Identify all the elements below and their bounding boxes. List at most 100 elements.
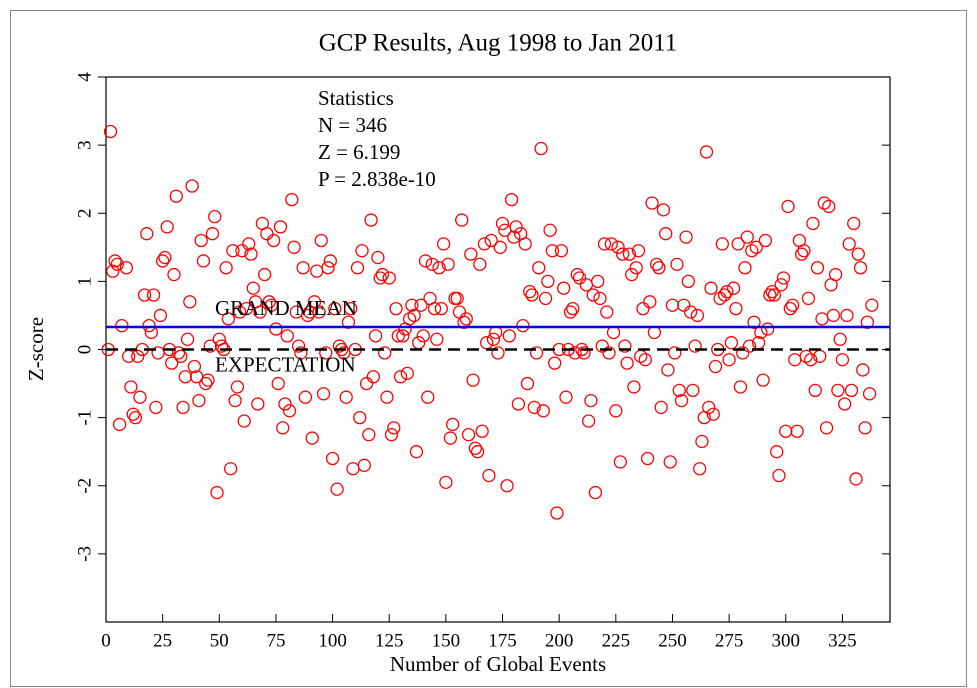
data-point bbox=[529, 346, 544, 360]
data-point bbox=[858, 421, 872, 435]
data-point bbox=[418, 254, 433, 268]
x-tick-label: 150 bbox=[432, 630, 461, 651]
data-point bbox=[681, 274, 695, 289]
data-point bbox=[257, 267, 272, 282]
data-point bbox=[615, 247, 630, 261]
x-tick-label: 275 bbox=[715, 630, 744, 651]
data-point bbox=[446, 417, 460, 432]
data-point bbox=[375, 267, 390, 282]
data-point bbox=[470, 445, 485, 459]
data-point bbox=[280, 329, 294, 343]
data-point bbox=[690, 308, 705, 323]
data-point bbox=[622, 247, 637, 261]
data-point bbox=[219, 261, 233, 275]
data-point bbox=[391, 329, 405, 343]
data-point bbox=[523, 284, 537, 299]
data-point bbox=[443, 431, 458, 445]
data-point bbox=[226, 244, 240, 258]
data-point bbox=[251, 397, 265, 411]
data-point bbox=[325, 451, 340, 466]
stat-line: P = 2.838e-10 bbox=[318, 167, 436, 191]
data-point bbox=[103, 124, 118, 139]
data-point bbox=[387, 421, 401, 435]
data-point bbox=[137, 288, 152, 302]
data-point bbox=[323, 254, 337, 268]
data-point bbox=[482, 468, 496, 483]
data-point bbox=[686, 383, 700, 398]
data-point bbox=[828, 267, 843, 282]
data-point bbox=[319, 346, 333, 360]
data-point bbox=[797, 244, 811, 258]
y-tick-label: -2 bbox=[74, 478, 95, 494]
data-point bbox=[359, 376, 374, 391]
data-point bbox=[545, 244, 560, 258]
data-point bbox=[566, 301, 580, 316]
data-point bbox=[729, 301, 743, 316]
y-axis-label: Z-score bbox=[24, 317, 48, 381]
y-tick-label: -1 bbox=[74, 410, 95, 426]
data-point bbox=[756, 373, 770, 387]
data-point bbox=[810, 261, 825, 275]
data-point bbox=[230, 380, 245, 394]
data-point bbox=[380, 390, 394, 404]
data-point bbox=[842, 237, 856, 251]
data-point bbox=[362, 428, 376, 442]
data-point bbox=[760, 322, 775, 336]
data-point bbox=[405, 298, 419, 312]
data-point bbox=[577, 346, 591, 360]
data-point bbox=[597, 237, 612, 251]
data-point bbox=[715, 237, 729, 251]
data-point bbox=[459, 312, 473, 326]
x-tick-label: 100 bbox=[318, 630, 347, 651]
data-point bbox=[421, 390, 435, 404]
data-point bbox=[819, 421, 834, 435]
data-point bbox=[153, 308, 168, 323]
data-point bbox=[128, 410, 143, 425]
data-point bbox=[357, 458, 371, 472]
data-point bbox=[543, 223, 557, 237]
data-point bbox=[758, 233, 773, 248]
data-point bbox=[296, 261, 310, 275]
y-tick-label: 3 bbox=[74, 140, 95, 150]
data-point bbox=[659, 227, 673, 241]
data-point bbox=[525, 288, 539, 302]
data-point bbox=[282, 404, 297, 418]
data-point bbox=[344, 301, 358, 316]
data-point bbox=[176, 400, 190, 415]
data-point bbox=[264, 298, 279, 312]
data-point bbox=[672, 383, 686, 398]
data-point bbox=[586, 288, 600, 302]
data-point bbox=[838, 397, 852, 411]
data-point bbox=[475, 424, 489, 438]
data-point bbox=[767, 288, 782, 302]
data-point bbox=[314, 233, 328, 248]
data-point bbox=[312, 305, 326, 319]
data-point bbox=[223, 462, 238, 476]
data-point bbox=[233, 305, 247, 319]
data-point bbox=[484, 233, 498, 248]
data-point bbox=[568, 346, 582, 360]
data-point bbox=[509, 220, 523, 234]
data-point bbox=[402, 312, 417, 326]
data-point bbox=[770, 445, 784, 459]
data-point bbox=[473, 257, 487, 271]
data-point bbox=[862, 387, 877, 401]
data-point bbox=[611, 240, 625, 254]
data-point bbox=[124, 380, 138, 394]
data-point bbox=[600, 305, 614, 319]
data-point bbox=[393, 370, 408, 384]
data-point bbox=[853, 261, 868, 275]
data-point bbox=[242, 237, 256, 251]
data-point bbox=[865, 298, 879, 312]
data-point bbox=[649, 257, 664, 271]
data-point bbox=[208, 210, 222, 224]
data-point bbox=[364, 213, 378, 227]
data-point bbox=[180, 332, 195, 346]
data-point bbox=[557, 281, 571, 295]
data-point bbox=[294, 346, 308, 360]
data-point bbox=[765, 284, 779, 299]
stat-line: Z = 6.199 bbox=[318, 140, 400, 164]
data-point bbox=[389, 301, 403, 316]
data-point bbox=[790, 424, 804, 438]
data-point bbox=[727, 281, 741, 295]
